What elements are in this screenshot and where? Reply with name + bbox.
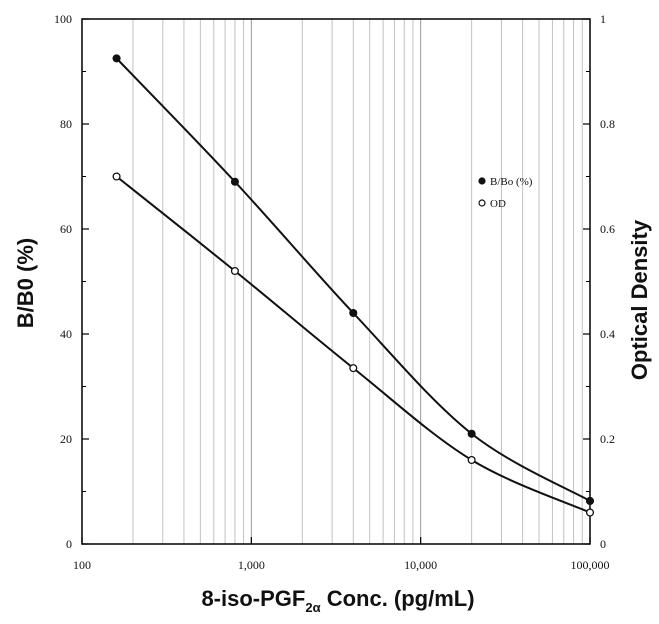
data-point-1 [467, 455, 476, 465]
x-axis-title-subscript: 2α [305, 600, 320, 615]
y2-tick-label: 0.6 [600, 222, 615, 236]
data-point-0 [467, 429, 476, 438]
data-point-0 [585, 496, 595, 506]
y-tick-label: 60 [60, 222, 72, 236]
x-tick-label: 100,000 [571, 558, 610, 572]
data-point-0 [349, 308, 358, 318]
data-point-0 [230, 177, 239, 186]
x-tick-label: 10,000 [404, 558, 437, 572]
legend-label: B/Bo (%) [490, 176, 533, 188]
y2-tick-label: 1 [600, 12, 606, 26]
legend: B/Bo (%) OD [478, 176, 533, 210]
y-tick-label: 20 [60, 432, 72, 446]
data-point-1 [230, 266, 239, 276]
data-point-1 [585, 508, 595, 517]
y-tick-label: 40 [60, 327, 72, 341]
x-axis-title: 8-iso-PGF2α Conc. (pg/mL) [201, 586, 474, 615]
y2-tick-label: 0 [600, 537, 606, 551]
x-tick-label: 100 [73, 558, 91, 572]
y-tick-label: 80 [60, 117, 72, 131]
data-point-1 [112, 172, 121, 181]
y-tick-label: 100 [54, 12, 72, 26]
data-point-0 [112, 54, 121, 63]
y2-tick-label: 0.4 [600, 327, 615, 341]
y-axis-title: B/B0 (%) [13, 238, 38, 328]
legend-marker [478, 177, 486, 185]
series-group [112, 54, 595, 517]
gridlines [132, 19, 583, 544]
y2-axis-title: Optical Density [627, 219, 652, 380]
legend-marker [478, 199, 486, 207]
x-axis-title-suffix: Conc. (pg/mL) [321, 586, 475, 611]
data-point-1 [349, 364, 358, 373]
legend-label: OD [490, 198, 506, 210]
y-tick-label: 0 [66, 537, 72, 551]
plot-frame [81, 18, 591, 545]
y2-tick-label: 0.8 [600, 117, 615, 131]
x-axis-title-prefix: 8-iso-PGF [201, 586, 305, 611]
x-tick-label: 1,000 [238, 558, 265, 572]
y2-tick-label: 0.2 [600, 432, 615, 446]
